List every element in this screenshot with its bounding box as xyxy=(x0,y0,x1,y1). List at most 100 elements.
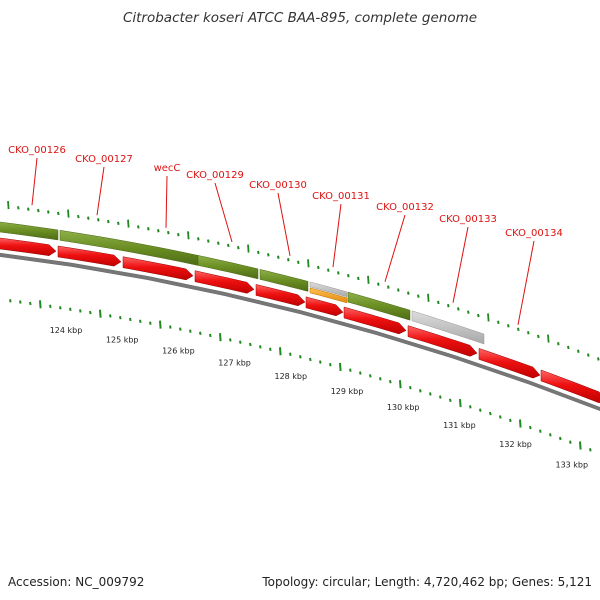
tick-mark xyxy=(27,207,30,211)
scale-tick xyxy=(359,371,362,375)
scale-tick xyxy=(109,314,112,318)
tick-mark xyxy=(357,276,360,281)
tick-mark xyxy=(517,327,520,331)
gene-label: CKO_00131 xyxy=(312,191,370,202)
callout-leader xyxy=(96,166,105,216)
scale-tick xyxy=(519,419,522,428)
scale-tick xyxy=(589,448,592,452)
scale-label: 125 kbp xyxy=(106,336,139,345)
cds-arrow xyxy=(540,369,600,404)
tick-mark xyxy=(67,209,70,218)
tick-mark xyxy=(37,208,40,213)
tick-mark xyxy=(377,282,380,286)
scale-tick xyxy=(199,331,202,335)
cds-arrow xyxy=(194,270,255,294)
grey-feature-segment xyxy=(309,281,348,298)
scale-tick xyxy=(229,338,232,342)
tick-mark xyxy=(57,211,60,216)
tick-mark xyxy=(197,237,200,241)
scale-tick xyxy=(469,405,472,409)
cds-arrow xyxy=(57,245,122,267)
scale-tick xyxy=(79,309,82,313)
tick-mark xyxy=(307,259,310,268)
scale-tick xyxy=(339,362,342,372)
tick-mark xyxy=(7,200,10,210)
scale-label: 133 kbp xyxy=(555,460,588,469)
scale-tick xyxy=(69,307,72,312)
gene-label: CKO_00127 xyxy=(75,154,133,165)
tick-mark xyxy=(497,320,500,325)
tick-mark xyxy=(347,273,350,278)
backbone-track xyxy=(0,252,600,411)
tick-mark xyxy=(237,246,240,250)
scale-tick xyxy=(349,368,352,372)
gene-label: wecC xyxy=(154,163,181,174)
cds-arrow xyxy=(407,325,478,357)
scale-tick xyxy=(419,389,422,393)
scale-label: 129 kbp xyxy=(331,387,364,396)
scale-tick xyxy=(159,320,162,329)
tick-mark xyxy=(117,221,120,226)
scale-tick xyxy=(219,333,222,342)
tick-mark xyxy=(47,210,50,214)
scale-tick xyxy=(209,333,212,338)
tick-mark xyxy=(337,271,340,275)
tick-mark xyxy=(557,342,560,346)
scale-tick xyxy=(289,352,292,356)
cds-arrow xyxy=(255,284,306,307)
tick-mark xyxy=(527,331,530,335)
scale-tick xyxy=(389,380,392,384)
scale-tick xyxy=(489,411,492,416)
scale-tick xyxy=(9,299,12,303)
tick-mark xyxy=(597,357,600,361)
scale-tick xyxy=(139,319,142,324)
tick-track xyxy=(7,200,600,361)
scale-tick xyxy=(399,380,402,389)
tick-mark xyxy=(87,216,90,220)
scale-tick xyxy=(119,315,122,320)
scale-tick xyxy=(439,395,442,399)
gene-label: CKO_00126 xyxy=(8,145,66,156)
tick-mark xyxy=(107,219,110,224)
callout-layer: CKO_00126 CKO_00127 wecC CKO_00129 CKO_00130… xyxy=(8,145,563,325)
tick-mark xyxy=(547,334,550,343)
tick-mark xyxy=(277,255,280,259)
map-title: Citrobacter koseri ATCC BAA-895, complet… xyxy=(123,10,477,26)
tick-mark xyxy=(587,353,590,357)
tick-mark xyxy=(487,313,490,322)
tick-mark xyxy=(267,253,270,257)
tick-mark xyxy=(127,219,130,228)
scale-label: 130 kbp xyxy=(387,403,420,412)
scale-label: 132 kbp xyxy=(499,440,532,449)
gene-track xyxy=(0,221,485,345)
scale-tick xyxy=(499,415,502,419)
tick-mark xyxy=(257,250,260,255)
scale-tick xyxy=(319,360,322,364)
tick-mark xyxy=(147,227,150,231)
tick-mark xyxy=(227,243,230,248)
scale-tick xyxy=(409,386,412,390)
tick-mark xyxy=(97,218,100,222)
tick-mark xyxy=(447,303,450,308)
grey-feature-segment xyxy=(411,310,485,345)
callout-leader xyxy=(277,192,291,256)
scale-tick xyxy=(549,433,552,437)
cds-track xyxy=(0,237,600,404)
scale-tick xyxy=(129,317,132,322)
scale-label: 126 kbp xyxy=(162,346,195,355)
scale-tick xyxy=(369,374,372,378)
callout-leader xyxy=(332,203,342,268)
scale-tick xyxy=(559,436,562,441)
tick-mark xyxy=(507,324,510,328)
tick-mark xyxy=(177,233,180,237)
cds-arrow xyxy=(0,237,57,256)
orange-feature-segment xyxy=(309,287,348,304)
scale-label: 124 kbp xyxy=(50,326,83,335)
gene-segment xyxy=(347,291,411,321)
scale-tick xyxy=(479,408,482,412)
tick-mark xyxy=(457,307,460,311)
tick-mark xyxy=(397,288,400,292)
tick-mark xyxy=(17,206,20,210)
tick-mark xyxy=(477,313,480,318)
tick-mark xyxy=(297,260,300,264)
